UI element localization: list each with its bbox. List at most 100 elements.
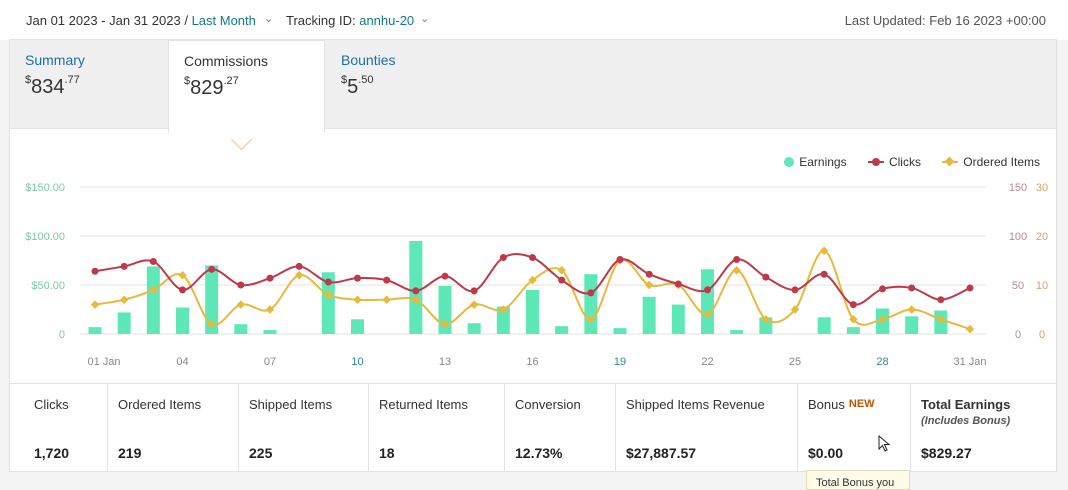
ordered-items-point[interactable] bbox=[440, 319, 450, 329]
clicks-point[interactable] bbox=[733, 256, 741, 264]
earnings-bar[interactable] bbox=[671, 304, 685, 334]
tracking-id-chevron-down-icon[interactable]: ⌄ bbox=[420, 13, 430, 25]
earnings-bar[interactable] bbox=[467, 323, 481, 334]
ordered-items-point[interactable] bbox=[732, 266, 741, 275]
tab-commissions[interactable]: Commissions $829.27 bbox=[168, 40, 325, 133]
clicks-point[interactable] bbox=[558, 276, 566, 284]
earnings-bar[interactable] bbox=[263, 330, 277, 334]
period-link[interactable]: Last Month bbox=[191, 13, 256, 28]
ordered-items-point[interactable] bbox=[644, 280, 654, 290]
earnings-bar[interactable] bbox=[701, 269, 714, 334]
ordered-items-point[interactable] bbox=[790, 305, 800, 314]
clicks-point[interactable] bbox=[324, 278, 332, 286]
stats-row: Clicks 1,720 Ordered Items 219 Shipped I… bbox=[10, 383, 1056, 472]
x-tick-label: 31 Jan bbox=[953, 356, 986, 368]
ordered-items-point[interactable] bbox=[469, 300, 479, 309]
clicks-point[interactable] bbox=[354, 274, 361, 282]
x-tick-label: 22 bbox=[701, 356, 713, 368]
stat-value: 18 bbox=[379, 445, 395, 461]
earnings-bar[interactable] bbox=[730, 330, 744, 334]
clicks-point[interactable] bbox=[179, 286, 186, 294]
ordered-items-point[interactable] bbox=[324, 290, 333, 300]
clicks-point[interactable] bbox=[791, 286, 799, 294]
clicks-point[interactable] bbox=[208, 265, 216, 273]
ordered-items-point[interactable] bbox=[703, 310, 712, 319]
clicks-point[interactable] bbox=[645, 270, 653, 278]
tab-bounties[interactable]: Bounties $5.50 bbox=[326, 40, 476, 128]
ordered-items-point[interactable] bbox=[965, 324, 975, 334]
earnings-bar[interactable] bbox=[555, 326, 569, 334]
amount-whole: 5 bbox=[347, 76, 359, 98]
ordered-items-point[interactable] bbox=[119, 295, 129, 304]
tracking-id-value[interactable]: annhu-20 bbox=[359, 13, 415, 28]
amount-cents: .50 bbox=[358, 74, 374, 87]
clicks-point[interactable] bbox=[937, 296, 945, 304]
ordered-items-point[interactable] bbox=[382, 295, 391, 304]
clicks-point[interactable] bbox=[674, 280, 682, 288]
ordered-items-point[interactable] bbox=[207, 319, 216, 329]
earnings-bar[interactable] bbox=[496, 306, 510, 334]
stat-sublabel: (Includes Bonus) bbox=[921, 415, 1011, 427]
clicks-point[interactable] bbox=[441, 272, 449, 280]
clicks-point[interactable] bbox=[966, 284, 974, 292]
earnings-bar[interactable] bbox=[205, 265, 219, 334]
clicks-point[interactable] bbox=[470, 287, 478, 295]
tab-summary[interactable]: Summary $834.77 bbox=[10, 40, 168, 128]
ordered-items-point[interactable] bbox=[178, 270, 187, 280]
clicks-point[interactable] bbox=[587, 289, 595, 297]
earnings-bar[interactable] bbox=[88, 327, 102, 334]
earnings-bar[interactable] bbox=[117, 312, 131, 334]
date-range-chevron-down-icon[interactable]: ⌄ bbox=[264, 13, 274, 25]
clicks-point[interactable] bbox=[237, 281, 245, 289]
earnings-bar[interactable] bbox=[176, 307, 189, 334]
clicks-point[interactable] bbox=[266, 274, 274, 282]
ordered-items-point[interactable] bbox=[411, 295, 421, 304]
earnings-bar[interactable] bbox=[642, 296, 656, 334]
clicks-point[interactable] bbox=[704, 286, 711, 294]
ordered-items-point[interactable] bbox=[236, 300, 246, 309]
clicks-point[interactable] bbox=[849, 301, 857, 309]
clicks-point[interactable] bbox=[149, 257, 157, 265]
clicks-point[interactable] bbox=[879, 285, 886, 293]
currency-symbol: $ bbox=[341, 74, 348, 87]
clicks-point[interactable] bbox=[908, 284, 916, 292]
ordered-items-point[interactable] bbox=[90, 300, 100, 309]
y-right-clicks-tick-label: 0 bbox=[1015, 329, 1021, 341]
earnings-bar[interactable] bbox=[613, 328, 627, 334]
clicks-point[interactable] bbox=[412, 287, 420, 295]
clicks-point[interactable] bbox=[120, 262, 128, 270]
stat-total-earnings: Total Earnings (Includes Bonus) $829.27 bbox=[911, 384, 1056, 472]
y-left-tick-label: 0 bbox=[59, 329, 65, 341]
tracking-id-selector[interactable]: Tracking ID: annhu-20 bbox=[286, 13, 414, 28]
amount-whole: 834 bbox=[31, 76, 65, 98]
earnings-bar[interactable] bbox=[905, 316, 919, 334]
ordered-items-point[interactable] bbox=[907, 305, 916, 314]
clicks-point[interactable] bbox=[616, 256, 624, 264]
stat-bonus[interactable]: Bonus NEW $0.00 bbox=[798, 384, 911, 472]
legend-item-ordered-items[interactable]: Ordered Items bbox=[942, 155, 1040, 169]
earnings-bar[interactable] bbox=[146, 266, 160, 334]
date-range-separator: / bbox=[184, 13, 188, 28]
x-tick-label: 07 bbox=[264, 356, 276, 368]
clicks-point[interactable] bbox=[383, 276, 391, 284]
earnings-bar[interactable] bbox=[846, 327, 860, 334]
clicks-point[interactable] bbox=[295, 262, 303, 270]
ordered-items-point[interactable] bbox=[353, 295, 362, 304]
earnings-bar[interactable] bbox=[526, 289, 539, 334]
earnings-bar[interactable] bbox=[351, 319, 364, 334]
earnings-bar[interactable] bbox=[321, 272, 335, 334]
clicks-point[interactable] bbox=[499, 254, 507, 262]
clicks-point[interactable] bbox=[529, 254, 536, 262]
earnings-bar[interactable] bbox=[584, 274, 598, 334]
legend-item-earnings[interactable]: Earnings bbox=[784, 155, 847, 169]
ordered-items-point[interactable] bbox=[265, 305, 275, 314]
earnings-bar[interactable] bbox=[817, 317, 831, 334]
ordered-items-point[interactable] bbox=[294, 270, 304, 280]
legend-item-clicks[interactable]: Clicks bbox=[867, 155, 921, 169]
clicks-point[interactable] bbox=[762, 273, 770, 281]
date-range[interactable]: Jan 01 2023 - Jan 31 2023 / Last Month bbox=[26, 13, 256, 28]
earnings-bar[interactable] bbox=[234, 324, 248, 334]
clicks-point[interactable] bbox=[91, 267, 99, 275]
clicks-point[interactable] bbox=[820, 270, 828, 278]
ordered-items-point[interactable] bbox=[499, 305, 508, 314]
